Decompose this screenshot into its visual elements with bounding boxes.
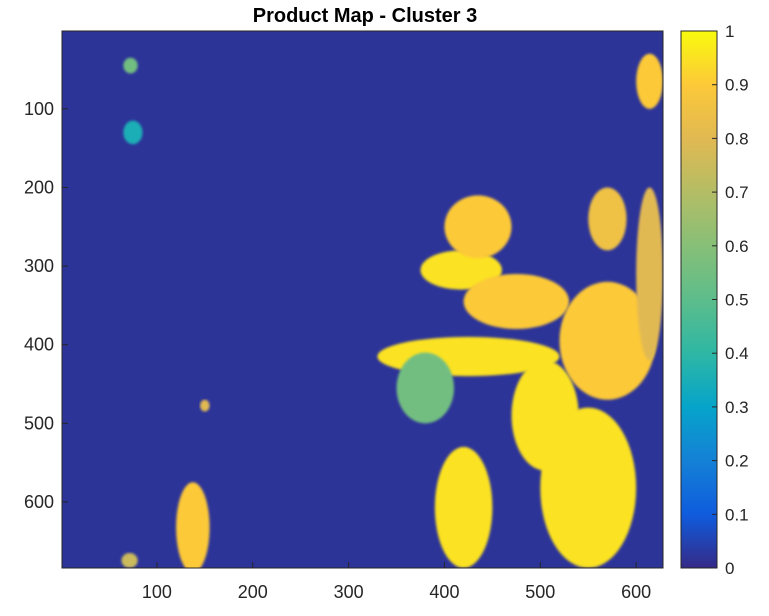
- y-tick-label: 300: [24, 256, 54, 276]
- x-tick-label: 300: [334, 582, 364, 602]
- y-tick-label: 600: [24, 492, 54, 512]
- x-tick-label: 600: [621, 582, 651, 602]
- heatmap-regions: [121, 53, 663, 568]
- x-tick-label: 100: [142, 582, 172, 602]
- heatmap-region: [463, 273, 570, 329]
- colorbar-tick-label: 0.8: [725, 129, 749, 148]
- y-tick-label: 500: [24, 413, 54, 433]
- heatmap-region: [123, 57, 138, 74]
- x-tick-label: 200: [238, 582, 268, 602]
- chart-title: Product Map - Cluster 3: [253, 5, 477, 27]
- colorbar-axis: 0 0.1 0.2 0.3 0.4 0.5 0.6 0.7 0.8 0.9 1: [712, 22, 749, 578]
- colorbar-tick-label: 0.9: [725, 76, 749, 95]
- y-tick-label: 200: [24, 177, 54, 197]
- colorbar-tick-label: 0: [725, 559, 734, 578]
- colorbar: [681, 31, 717, 568]
- colorbar-tick-label: 0.3: [725, 398, 749, 417]
- heatmap-region: [444, 195, 512, 259]
- y-tick-label: 400: [24, 335, 54, 355]
- colorbar-tick-label: 1: [725, 22, 734, 41]
- x-tick-label: 500: [525, 582, 555, 602]
- heatmap-region: [636, 187, 663, 361]
- heatmap-region: [434, 446, 493, 568]
- heatmap-region: [121, 553, 138, 568]
- heatmap-region: [396, 352, 455, 424]
- y-tick-label: 100: [24, 99, 54, 119]
- heatmap-region: [559, 281, 656, 400]
- heatmap-region: [540, 407, 637, 568]
- colorbar-tick-label: 0.2: [725, 452, 749, 471]
- colorbar-tick-label: 0.1: [725, 505, 749, 524]
- x-tick-label: 400: [429, 582, 459, 602]
- colorbar-tick-label: 0.6: [725, 237, 749, 256]
- x-axis: 100 200 300 400 500 600: [142, 562, 651, 602]
- colorbar-tick-label: 0.5: [725, 291, 749, 310]
- heatmap-region: [588, 187, 627, 251]
- heatmap-region: [123, 120, 143, 145]
- heatmap-region: [636, 53, 663, 109]
- heatmap-region: [176, 482, 210, 568]
- y-axis: 100 200 300 400 500 600: [24, 99, 68, 512]
- heatmap-region: [200, 399, 210, 412]
- plot-frame: [61, 30, 664, 569]
- colorbar-tick-label: 0.4: [725, 344, 749, 363]
- heatmap-region: [420, 250, 502, 290]
- colorbar-tick-label: 0.7: [725, 183, 749, 202]
